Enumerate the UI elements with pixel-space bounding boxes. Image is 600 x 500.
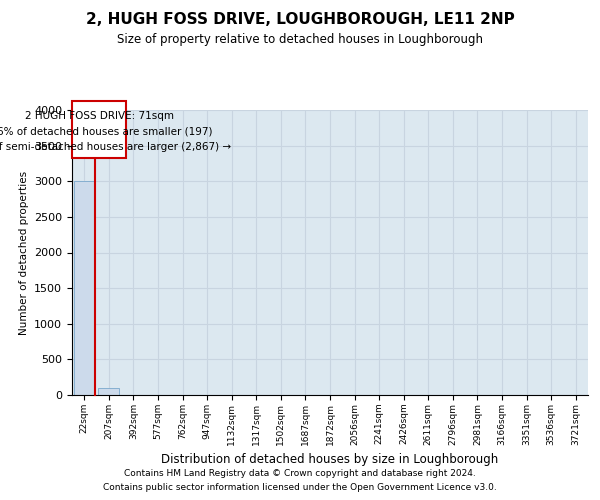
Bar [98, 388, 119, 395]
Text: 2, HUGH FOSS DRIVE, LOUGHBOROUGH, LE11 2NP: 2, HUGH FOSS DRIVE, LOUGHBOROUGH, LE11 2… [86, 12, 514, 28]
Text: 2 HUGH FOSS DRIVE: 71sqm
← 6% of detached houses are smaller (197)
93% of semi-d: 2 HUGH FOSS DRIVE: 71sqm ← 6% of detache… [0, 111, 232, 152]
Text: Size of property relative to detached houses in Loughborough: Size of property relative to detached ho… [117, 32, 483, 46]
Y-axis label: Number of detached properties: Number of detached properties [19, 170, 29, 334]
X-axis label: Distribution of detached houses by size in Loughborough: Distribution of detached houses by size … [161, 453, 499, 466]
Text: Contains public sector information licensed under the Open Government Licence v3: Contains public sector information licen… [103, 484, 497, 492]
Bar [74, 181, 95, 395]
Text: Contains HM Land Registry data © Crown copyright and database right 2024.: Contains HM Land Registry data © Crown c… [124, 468, 476, 477]
FancyBboxPatch shape [72, 100, 126, 158]
